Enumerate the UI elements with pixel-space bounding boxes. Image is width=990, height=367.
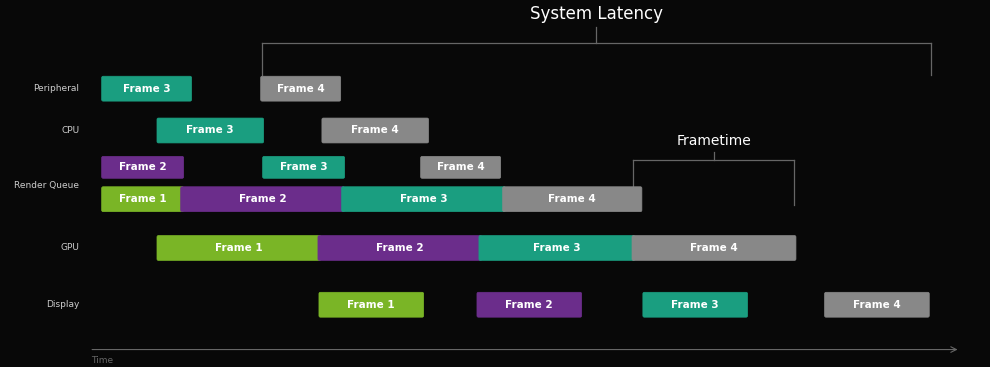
Text: Frame 3: Frame 3: [280, 162, 328, 172]
Text: Frame 2: Frame 2: [119, 162, 166, 172]
FancyBboxPatch shape: [322, 118, 429, 143]
Text: Frame 1: Frame 1: [347, 300, 395, 310]
FancyBboxPatch shape: [421, 156, 501, 178]
Text: Frame 2: Frame 2: [239, 194, 286, 204]
Text: Frame 4: Frame 4: [277, 84, 325, 94]
FancyBboxPatch shape: [825, 292, 930, 317]
FancyBboxPatch shape: [157, 236, 321, 261]
FancyBboxPatch shape: [479, 236, 635, 261]
FancyBboxPatch shape: [318, 236, 482, 261]
Text: Frame 2: Frame 2: [376, 243, 424, 253]
Text: System Latency: System Latency: [530, 5, 663, 23]
FancyBboxPatch shape: [262, 156, 345, 178]
Text: Frame 3: Frame 3: [534, 243, 581, 253]
Text: Frame 4: Frame 4: [437, 162, 484, 172]
FancyBboxPatch shape: [102, 76, 191, 101]
Text: Peripheral: Peripheral: [34, 84, 79, 93]
Text: Frame 4: Frame 4: [351, 126, 399, 135]
Text: Frame 3: Frame 3: [123, 84, 170, 94]
FancyBboxPatch shape: [342, 187, 506, 212]
Text: CPU: CPU: [61, 126, 79, 135]
FancyBboxPatch shape: [477, 292, 582, 317]
Text: Frame 4: Frame 4: [853, 300, 901, 310]
Text: Frame 4: Frame 4: [548, 194, 596, 204]
Text: Frame 2: Frame 2: [506, 300, 553, 310]
FancyBboxPatch shape: [260, 76, 341, 101]
FancyBboxPatch shape: [632, 236, 796, 261]
FancyBboxPatch shape: [157, 118, 263, 143]
Text: Frame 4: Frame 4: [690, 243, 738, 253]
FancyBboxPatch shape: [503, 187, 642, 212]
Text: Frame 3: Frame 3: [400, 194, 447, 204]
FancyBboxPatch shape: [319, 292, 424, 317]
FancyBboxPatch shape: [643, 292, 747, 317]
Text: Time: Time: [91, 356, 114, 364]
FancyBboxPatch shape: [181, 187, 345, 212]
FancyBboxPatch shape: [102, 156, 183, 178]
Text: Frame 1: Frame 1: [119, 194, 166, 204]
Text: Frame 3: Frame 3: [186, 126, 234, 135]
Text: Frametime: Frametime: [676, 134, 751, 148]
Text: Render Queue: Render Queue: [15, 181, 79, 190]
Text: Display: Display: [47, 300, 79, 309]
Text: Frame 3: Frame 3: [671, 300, 719, 310]
Text: GPU: GPU: [60, 243, 79, 252]
FancyBboxPatch shape: [102, 187, 183, 212]
Text: Frame 1: Frame 1: [215, 243, 262, 253]
